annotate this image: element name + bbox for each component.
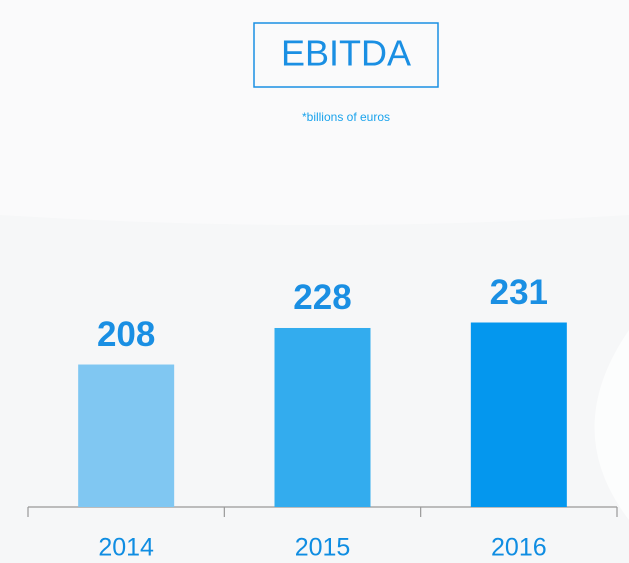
background-shape bbox=[594, 330, 629, 520]
value-label: 228 bbox=[293, 278, 351, 317]
x-tick-label: 2015 bbox=[295, 534, 351, 562]
x-tick-label: 2016 bbox=[491, 534, 547, 562]
background-band bbox=[0, 0, 629, 225]
bar bbox=[78, 364, 175, 507]
x-tick-label: 2014 bbox=[98, 534, 154, 562]
bar bbox=[470, 322, 567, 507]
value-label: 231 bbox=[490, 273, 548, 312]
chart-title: EBITDA bbox=[281, 33, 411, 74]
chart-subtitle: *billions of euros bbox=[302, 110, 390, 124]
title-box bbox=[253, 22, 439, 88]
value-label: 208 bbox=[97, 315, 155, 354]
bar bbox=[274, 327, 371, 507]
